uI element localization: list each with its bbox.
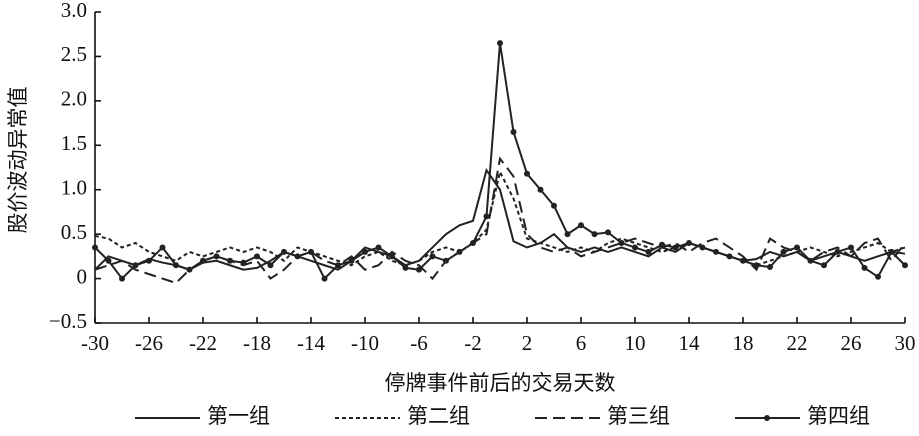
point-marker	[483, 213, 490, 220]
point-marker	[281, 248, 287, 255]
point-marker	[807, 257, 814, 264]
point-marker	[780, 248, 787, 255]
x-tick-label: 22	[787, 331, 808, 355]
x-tick-label: -6	[410, 331, 428, 355]
point-marker	[429, 253, 436, 260]
point-marker	[564, 231, 571, 238]
point-marker	[672, 244, 679, 251]
y-axis-label: 股价波动异常值	[6, 87, 30, 234]
point-marker	[834, 248, 841, 255]
y-tick-label: 3.0	[61, 0, 87, 22]
point-marker	[740, 257, 746, 264]
point-marker	[92, 244, 98, 251]
point-marker	[267, 262, 274, 269]
series-line	[94, 169, 906, 267]
point-marker	[173, 262, 179, 269]
legend-label: 第四组	[807, 404, 870, 428]
point-marker	[497, 40, 503, 47]
point-marker	[200, 257, 206, 264]
x-tick-label: -26	[135, 331, 163, 355]
x-tick-label: 14	[679, 331, 701, 355]
y-tick-label: 0.5	[61, 220, 87, 244]
x-tick-label: -10	[351, 331, 379, 355]
point-marker	[132, 262, 139, 269]
point-marker	[713, 248, 719, 255]
point-marker	[402, 264, 409, 271]
point-marker	[443, 257, 449, 264]
point-marker	[861, 264, 868, 271]
point-marker	[659, 241, 665, 248]
legend-label: 第三组	[607, 404, 670, 428]
point-marker	[146, 257, 152, 264]
point-marker	[591, 231, 598, 238]
point-marker	[794, 244, 800, 251]
point-marker	[227, 257, 233, 264]
point-marker	[618, 240, 625, 247]
point-marker	[105, 257, 112, 264]
point-marker	[375, 244, 382, 251]
x-tick-label: 10	[625, 331, 646, 355]
point-marker	[551, 202, 557, 209]
x-tick-label: 2	[522, 331, 533, 355]
y-tick-label: 2.5	[61, 42, 87, 66]
x-tick-label: -22	[189, 331, 217, 355]
point-marker	[632, 244, 638, 251]
point-marker	[321, 275, 328, 282]
point-marker	[470, 240, 476, 247]
point-marker	[335, 262, 341, 269]
point-marker	[524, 170, 530, 177]
x-tick-label: -14	[297, 331, 325, 355]
point-marker	[753, 262, 760, 269]
point-marker	[686, 240, 692, 247]
x-tick-label: 6	[576, 331, 587, 355]
x-tick-label: 30	[895, 331, 916, 355]
point-marker	[848, 244, 854, 251]
point-marker	[254, 253, 260, 260]
point-marker	[186, 266, 193, 273]
y-tick-label: 2.0	[61, 87, 87, 111]
legend-label: 第一组	[207, 404, 270, 428]
point-marker	[699, 244, 706, 251]
point-marker	[416, 266, 422, 273]
point-marker	[456, 248, 463, 255]
x-tick-label: -2	[464, 331, 482, 355]
point-marker	[213, 253, 220, 260]
legend-label: 第二组	[407, 404, 470, 428]
point-marker	[645, 248, 652, 255]
x-axis-label: 停牌事件前后的交易天数	[385, 371, 616, 395]
point-marker	[537, 186, 544, 193]
x-tick-label: -18	[243, 331, 271, 355]
point-marker	[240, 259, 247, 266]
point-marker	[726, 253, 733, 260]
point-marker	[348, 257, 355, 264]
point-marker	[888, 248, 895, 255]
series-line	[94, 167, 906, 271]
y-tick-label: 0	[77, 264, 88, 288]
point-marker	[294, 253, 301, 260]
point-marker	[308, 248, 314, 255]
legend-marker	[764, 415, 770, 421]
x-tick-label: -30	[81, 331, 109, 355]
series-line	[94, 156, 906, 285]
x-tick-label: 18	[733, 331, 754, 355]
y-tick-label: −0.5	[49, 309, 87, 333]
y-tick-label: 1.5	[61, 131, 87, 155]
point-marker	[875, 273, 881, 280]
point-marker	[159, 244, 166, 251]
point-marker	[605, 229, 611, 236]
point-marker	[821, 262, 827, 269]
y-tick-label: 1.0	[61, 176, 87, 200]
point-marker	[578, 222, 584, 229]
point-marker	[362, 248, 368, 255]
point-marker	[510, 128, 517, 135]
point-marker	[119, 275, 125, 282]
x-tick-label: 26	[841, 331, 862, 355]
point-marker	[902, 262, 908, 269]
point-marker	[389, 253, 395, 260]
point-marker	[767, 264, 773, 271]
